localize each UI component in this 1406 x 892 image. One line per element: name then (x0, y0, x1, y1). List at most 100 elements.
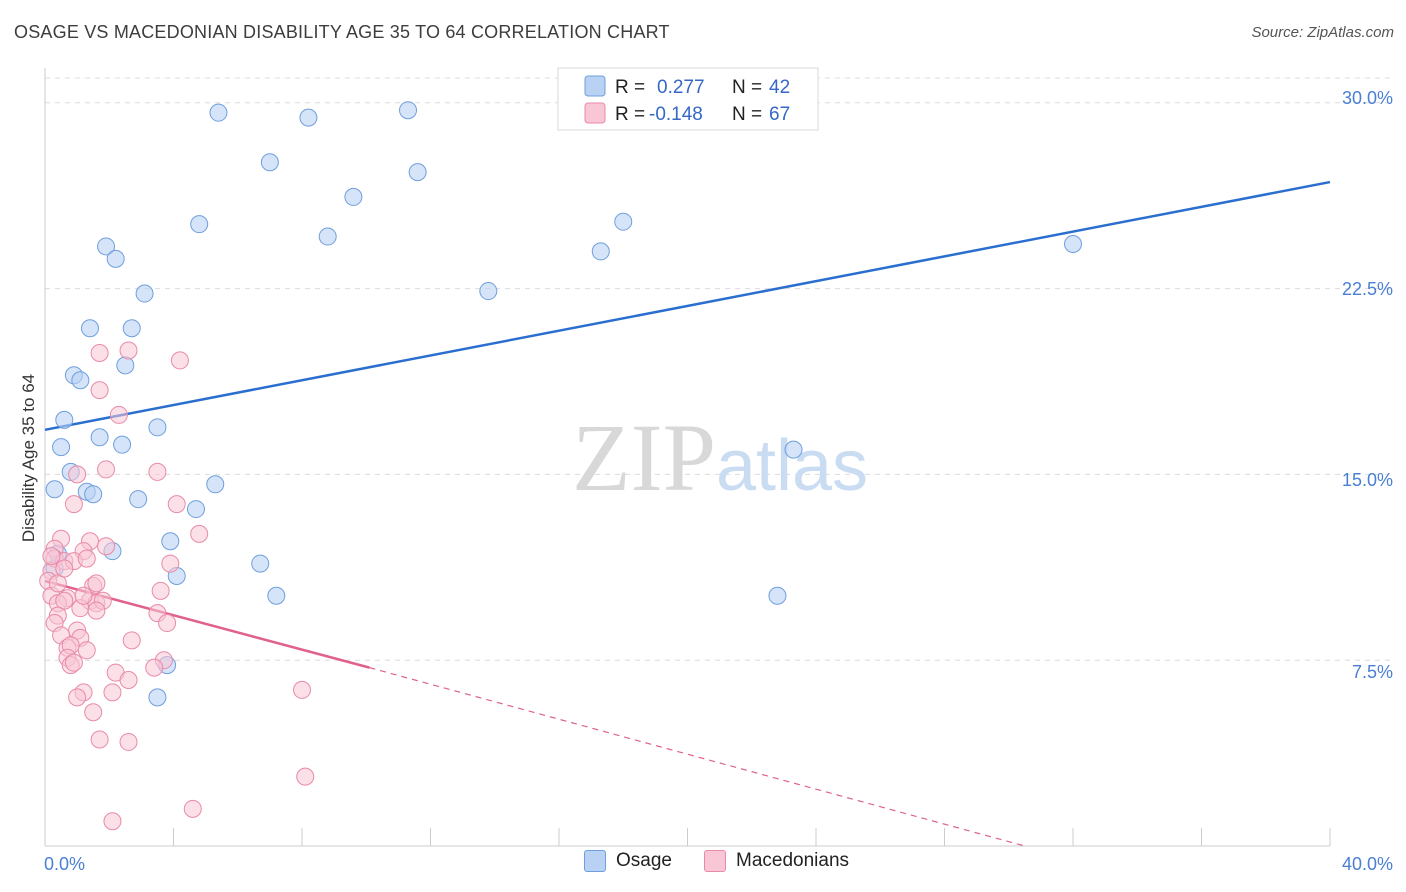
osage-point (55, 410, 74, 429)
macedonian-point (77, 641, 96, 660)
legend-item-osage: Osage (584, 850, 672, 872)
source-label: Source: ZipAtlas.com (1251, 24, 1394, 41)
y-tick-label: 7.5% (1352, 662, 1393, 682)
osage-point (148, 688, 167, 707)
x-tick-label-min: 0.0% (44, 854, 85, 874)
macedonian-point (64, 653, 83, 672)
osage-point (267, 586, 286, 605)
y-tick-labels: 7.5% 15.0% 22.5% 30.0% (1342, 88, 1393, 682)
osage-point (129, 490, 148, 509)
osage-point (344, 187, 363, 206)
osage-swatch (584, 850, 606, 872)
macedonian-point (97, 537, 116, 556)
osage-point (299, 108, 318, 127)
osage-point (71, 371, 90, 390)
osage-point (206, 475, 225, 494)
macedonian-point (119, 732, 138, 751)
osage-point (190, 215, 209, 234)
macedonian-point (90, 343, 109, 362)
osage-point (784, 440, 803, 459)
macedonian-point (122, 631, 141, 650)
osage-point (45, 480, 64, 499)
macedonian-point (183, 799, 202, 818)
osage-r-value: 0.277 (657, 77, 705, 98)
osage-point (479, 282, 498, 301)
macedonian-r-value: -0.148 (649, 104, 703, 125)
macedonian-point (145, 658, 164, 677)
osage-point (80, 319, 99, 338)
macedonian-n-label: N = (732, 104, 762, 125)
osage-point (768, 586, 787, 605)
osage-points (45, 101, 1082, 707)
macedonian-r-label: R = (615, 104, 645, 125)
macedonian-point (167, 495, 186, 514)
watermark: ZIPatlas (572, 404, 868, 511)
osage-point (148, 418, 167, 437)
macedonian-points (39, 341, 315, 831)
osage-point (97, 237, 116, 256)
osage-point (614, 212, 633, 231)
osage-point (122, 319, 141, 338)
chart-title: OSAGE VS MACEDONIAN DISABILITY AGE 35 TO… (14, 22, 670, 42)
y-axis-label: Disability Age 35 to 64 (19, 374, 38, 542)
osage-point (161, 532, 180, 551)
osage-point (186, 500, 205, 519)
osage-n-value: 42 (769, 77, 790, 98)
y-tick-label: 30.0% (1342, 88, 1393, 108)
macedonian-point (42, 547, 61, 566)
stats-legend: R = 0.277 N = 42 R = -0.148 N = 67 (557, 67, 819, 131)
watermark-zip: ZIP (572, 404, 716, 511)
macedonian-point (74, 586, 93, 605)
osage-point (1064, 234, 1082, 253)
macedonian-point (87, 601, 106, 620)
macedonian-point (109, 405, 128, 424)
osage-point (260, 153, 279, 172)
osage-legend-swatch (584, 75, 606, 97)
legend-item-macedonians: Macedonians (704, 850, 849, 872)
macedonian-point (84, 703, 103, 722)
macedonian-point (119, 341, 138, 360)
osage-point (251, 554, 270, 573)
macedonian-point (103, 812, 122, 831)
macedonian-point (161, 554, 180, 573)
macedonian-point (148, 462, 167, 481)
macedonian-legend-swatch (584, 102, 606, 124)
macedonian-point (119, 671, 138, 690)
grid (45, 77, 1392, 661)
osage-point (399, 101, 418, 120)
trend-lines (44, 180, 1331, 847)
osage-point (52, 438, 71, 457)
y-tick-label: 22.5% (1342, 279, 1393, 299)
x-tick-label-max: 40.0% (1342, 854, 1393, 874)
macedonian-point (68, 465, 87, 484)
macedonian-point (55, 591, 74, 610)
macedonian-point (64, 495, 83, 514)
osage-trend-line (44, 180, 1331, 432)
macedonian-point (90, 730, 109, 749)
osage-point (106, 249, 125, 268)
macedonian-swatch (704, 850, 726, 872)
legend-label-macedonians: Macedonians (736, 850, 850, 871)
osage-n-label: N = (732, 77, 762, 98)
series-legend: Osage Macedonians (0, 850, 1406, 880)
axes (44, 68, 1331, 847)
osage-point (209, 103, 228, 122)
osage-point (113, 435, 132, 454)
legend-label-osage: Osage (616, 850, 672, 871)
osage-point (318, 227, 337, 246)
osage-point (116, 356, 135, 375)
macedonian-point (55, 559, 74, 578)
macedonian-point (151, 581, 170, 600)
macedonian-point (103, 683, 122, 702)
macedonian-point (77, 549, 96, 568)
osage-point (408, 163, 427, 182)
osage-point (591, 242, 610, 261)
macedonian-point (296, 767, 315, 786)
macedonian-point (87, 574, 106, 593)
macedonian-trend-extension (369, 667, 1025, 847)
osage-point (84, 485, 103, 504)
macedonian-point (170, 351, 189, 370)
watermark-atlas: atlas (716, 426, 868, 506)
macedonian-n-value: 67 (769, 104, 790, 125)
